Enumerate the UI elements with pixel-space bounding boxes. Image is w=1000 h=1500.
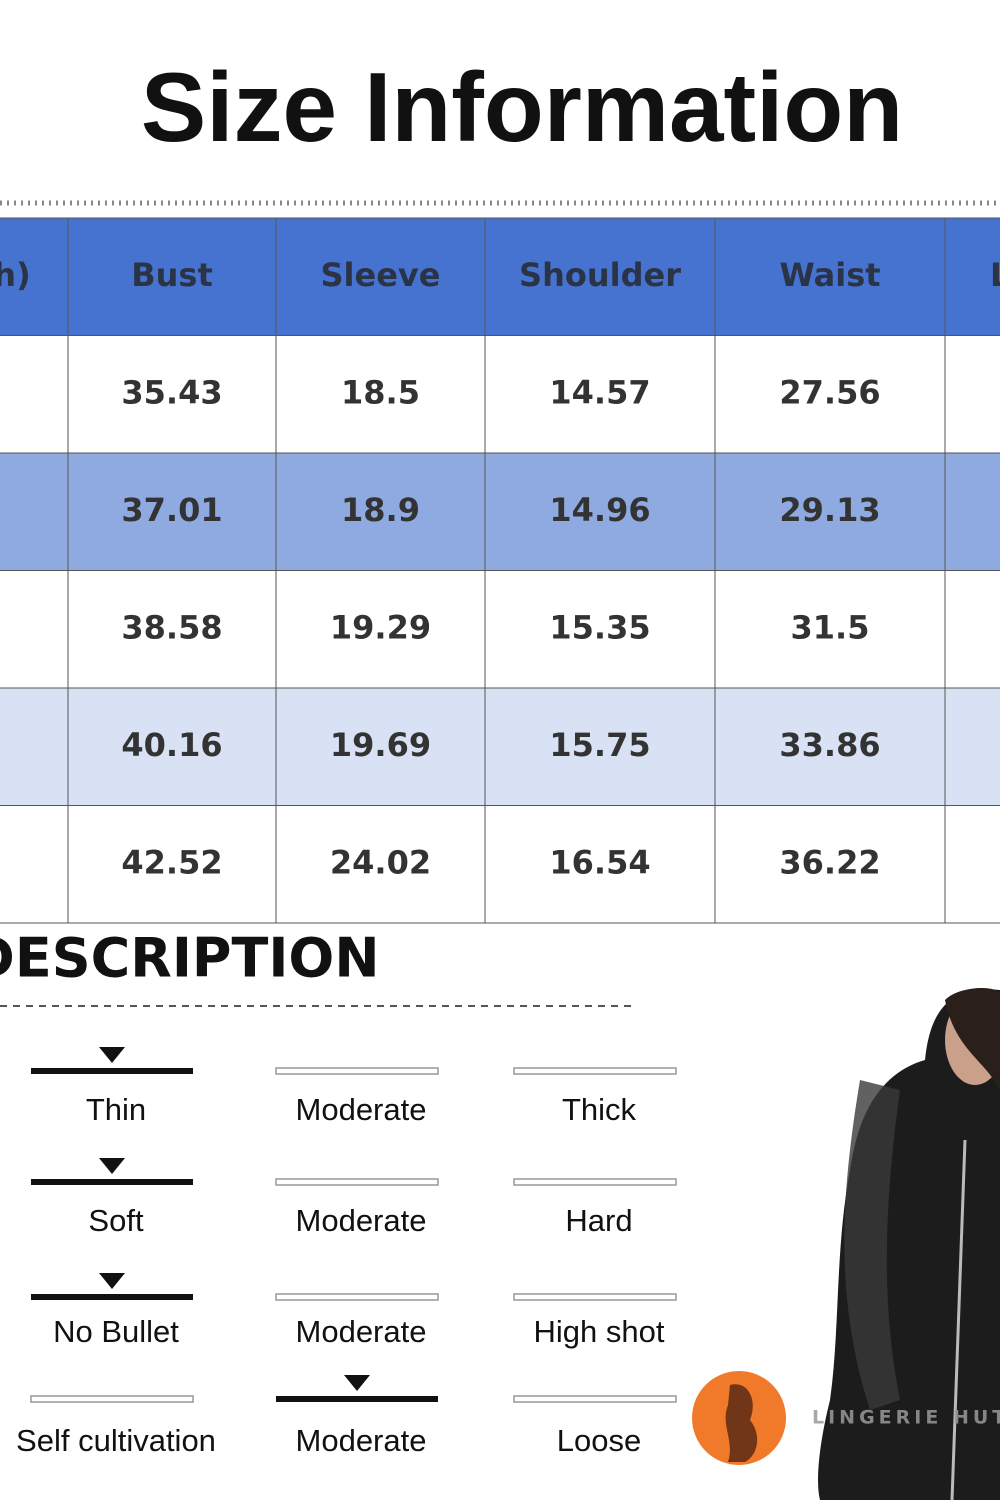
header-cell: Waist (779, 256, 880, 294)
table-cell: 19.69 (330, 726, 431, 764)
brand-logo: LINGERIE HUT (692, 1371, 1000, 1465)
table-cell: 27.56 (779, 373, 880, 411)
lace-sleeve (844, 1080, 900, 1410)
table-cell: 38.58 (121, 608, 222, 646)
description-title: DESCRIPTION (0, 927, 380, 990)
option-label: Thick (562, 1092, 637, 1127)
table-cell: 18.9 (341, 491, 420, 529)
scale-bar (30, 1395, 194, 1403)
table-cell: 42.52 (121, 843, 222, 881)
header-cell: h) (0, 256, 31, 294)
table-cell: 29.13 (779, 491, 880, 529)
selection-marker (99, 1158, 125, 1174)
table-cell: 37.01 (121, 491, 222, 529)
table-cell: 15.35 (549, 608, 650, 646)
table-cell: 15.75 (549, 726, 650, 764)
scale-bar-selected (276, 1396, 438, 1402)
table-cell: 19.29 (330, 608, 431, 646)
table-cell: 40.16 (121, 726, 222, 764)
scale-bar (275, 1178, 439, 1186)
scale-bar-selected (31, 1068, 193, 1074)
option-label: Soft (88, 1203, 144, 1238)
option-label: Moderate (296, 1092, 427, 1127)
option-label: Moderate (296, 1203, 427, 1238)
option-label: Moderate (296, 1423, 427, 1458)
header-cell: Sleeve (321, 256, 441, 294)
scale-bar (513, 1067, 677, 1075)
table-cell: 31.5 (791, 608, 870, 646)
table-cell: 18.5 (341, 373, 420, 411)
hair (945, 988, 1000, 1090)
table-cell: 35.43 (121, 373, 222, 411)
table-cell: 33.86 (779, 726, 880, 764)
header-cell: L (990, 256, 1000, 294)
row-bg (0, 688, 1000, 806)
size-table: h) Bust Sleeve Shoulder Waist L 35.43 18.5 14.57… (0, 217, 1000, 924)
scale-bar-selected (31, 1294, 193, 1300)
table-cell: 16.54 (549, 843, 650, 881)
table-cell: 14.57 (549, 373, 650, 411)
option-label: Thin (86, 1092, 146, 1127)
row-bg (0, 335, 1000, 453)
logo-figure (725, 1384, 758, 1462)
table-cell: 14.96 (549, 491, 650, 529)
option-label: High shot (534, 1314, 665, 1349)
brand-watermark: LINGERIE HUT (812, 1407, 1000, 1429)
row-bg (0, 805, 1000, 923)
product-photo (818, 988, 1000, 1500)
scale-bar (513, 1293, 677, 1301)
row-bg (0, 453, 1000, 571)
zipper (950, 1139, 967, 1500)
header-cell: Bust (131, 256, 213, 294)
option-label: Loose (557, 1423, 641, 1458)
selection-marker (99, 1047, 125, 1063)
selection-marker (344, 1375, 370, 1391)
scale-bar (513, 1178, 677, 1186)
header-row (0, 218, 1000, 336)
option-label: Moderate (296, 1314, 427, 1349)
scale-bar (513, 1395, 677, 1403)
option-label: No Bullet (53, 1314, 179, 1349)
selection-marker (99, 1273, 125, 1289)
scale-bar (275, 1293, 439, 1301)
table-cell: 36.22 (779, 843, 880, 881)
option-label: Self cultivation (16, 1423, 216, 1458)
row-bg (0, 570, 1000, 688)
page-title: Size Information (141, 52, 903, 162)
option-label: Hard (565, 1203, 632, 1238)
scale-bar-selected (31, 1179, 193, 1185)
table-cell: 24.02 (330, 843, 431, 881)
description-grid: Thin Moderate Thick Soft Moderate Hard No Bull… (16, 1047, 677, 1458)
header-cell: Shoulder (519, 256, 681, 294)
scale-bar (275, 1067, 439, 1075)
